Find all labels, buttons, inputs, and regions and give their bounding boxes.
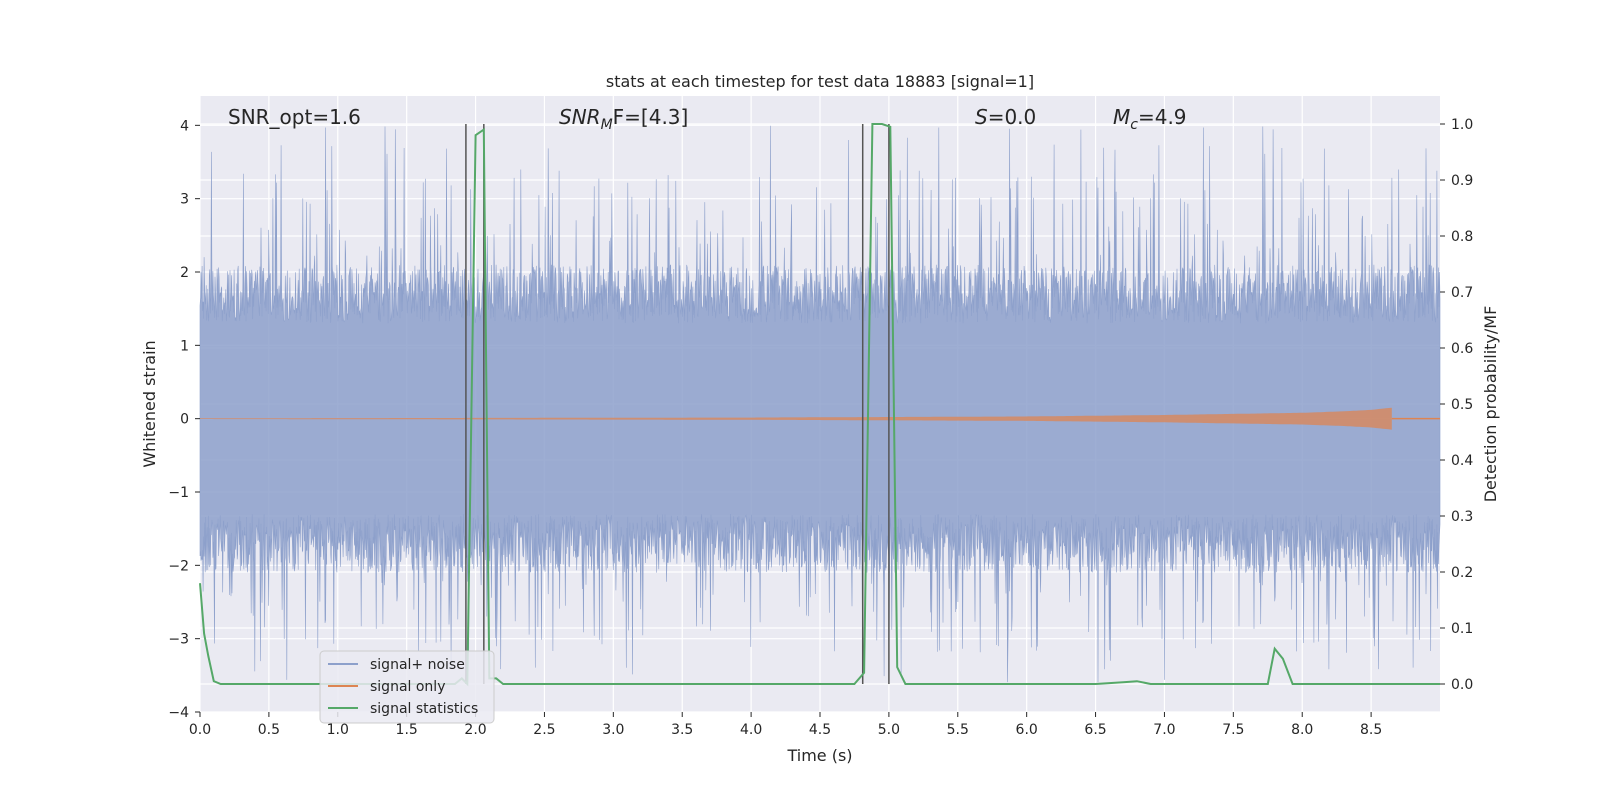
x-tick-label-4: 2.0 [464, 722, 486, 738]
annotation-mc-tail: =4.9 [1138, 105, 1187, 129]
x-tick-label-5: 2.5 [533, 722, 555, 738]
annotation-mc-sub: c [1130, 117, 1138, 133]
annotation-snr-mf: SNRMF=[4.3] [559, 105, 688, 133]
annotation-snr-mf-tail: F=[4.3] [613, 105, 689, 129]
x-tick-label-13: 6.5 [1084, 722, 1106, 738]
x-tick-label-15: 7.5 [1222, 722, 1244, 738]
y-right-tick-label-4: 0.6 [1451, 341, 1473, 357]
y-right-tick-label-7: 0.3 [1451, 509, 1473, 525]
tick-labels: 0.0 0.5 1.0 1.5 2.0 2.5 3.0 3.5 4.0 4.5 5.0 5.5 6.0 6… [168, 117, 1473, 738]
legend: signal+ noise signal only signal statist… [319, 650, 495, 724]
x-tick-label-12: 6.0 [1016, 722, 1038, 738]
y-right-tick-label-5: 0.5 [1451, 397, 1473, 413]
y-right-tick-label-9: 0.1 [1451, 621, 1473, 637]
series-signal-only [200, 407, 1440, 430]
annotation-snr-opt: SNR_opt=1.6 [228, 105, 361, 129]
y-left-tick-label-6: −2 [168, 558, 189, 574]
y-left-tick-label-7: −3 [168, 632, 189, 648]
y-left-tick-label-1: 3 [180, 192, 189, 208]
series-signal-noise [199, 125, 1441, 683]
annotation-s-tail: =0.0 [988, 105, 1037, 129]
signal-only-envelope [200, 407, 1392, 430]
y-right-tick-label-2: 0.8 [1451, 229, 1473, 245]
chart-title: stats at each timestep for test data 188… [606, 72, 1034, 91]
annotation-mc-main: M [1113, 105, 1130, 129]
x-tick-label-3: 1.5 [396, 722, 418, 738]
x-tick-label-0: 0.0 [189, 722, 211, 738]
y-left-tick-label-4: 0 [180, 412, 189, 428]
y-right-tick-label-1: 0.9 [1451, 173, 1473, 189]
x-tick-label-11: 5.5 [947, 722, 969, 738]
y-left-tick-label-3: 1 [180, 338, 189, 354]
y-right-tick-label-6: 0.4 [1451, 453, 1473, 469]
x-tick-label-9: 4.5 [809, 722, 831, 738]
x-tick-label-10: 5.0 [878, 722, 900, 738]
y-left-tick-label-2: 2 [180, 265, 189, 281]
y-right-tick-label-3: 0.7 [1451, 285, 1473, 301]
signal-noise-band [199, 125, 1441, 683]
annotation-mc: Mc=4.9 [1113, 105, 1187, 133]
annotation-s: S=0.0 [975, 105, 1036, 129]
x-tick-label-1: 0.5 [258, 722, 280, 738]
x-axis-label: Time (s) [786, 746, 852, 765]
annotation-snr-mf-sub: M [601, 117, 613, 133]
legend-label-signal-statistics: signal statistics [370, 701, 478, 717]
y-axis-label-right: Detection probability/MF [1481, 306, 1500, 503]
x-tick-label-2: 1.0 [327, 722, 349, 738]
x-tick-label-14: 7.0 [1153, 722, 1175, 738]
x-tick-label-7: 3.5 [671, 722, 693, 738]
y-axis-label-left: Whitened strain [140, 340, 159, 467]
x-tick-label-16: 8.0 [1291, 722, 1313, 738]
annotation-snr-mf-main: SNR [559, 105, 601, 129]
x-tick-label-8: 4.0 [740, 722, 762, 738]
legend-box [319, 650, 495, 724]
x-tick-label-17: 8.5 [1360, 722, 1382, 738]
y-left-tick-label-5: −1 [168, 485, 189, 501]
y-right-tick-label-0: 1.0 [1451, 117, 1473, 133]
annotation-s-main: S [975, 105, 988, 129]
y-right-tick-label-8: 0.2 [1451, 565, 1473, 581]
y-right-tick-label-10: 0.0 [1451, 677, 1473, 693]
legend-label-signal-noise: signal+ noise [370, 657, 465, 673]
y-left-tick-label-8: −4 [168, 705, 189, 721]
y-left-tick-label-0: 4 [180, 118, 189, 134]
x-tick-label-6: 3.0 [602, 722, 624, 738]
legend-label-signal-only: signal only [370, 679, 445, 695]
